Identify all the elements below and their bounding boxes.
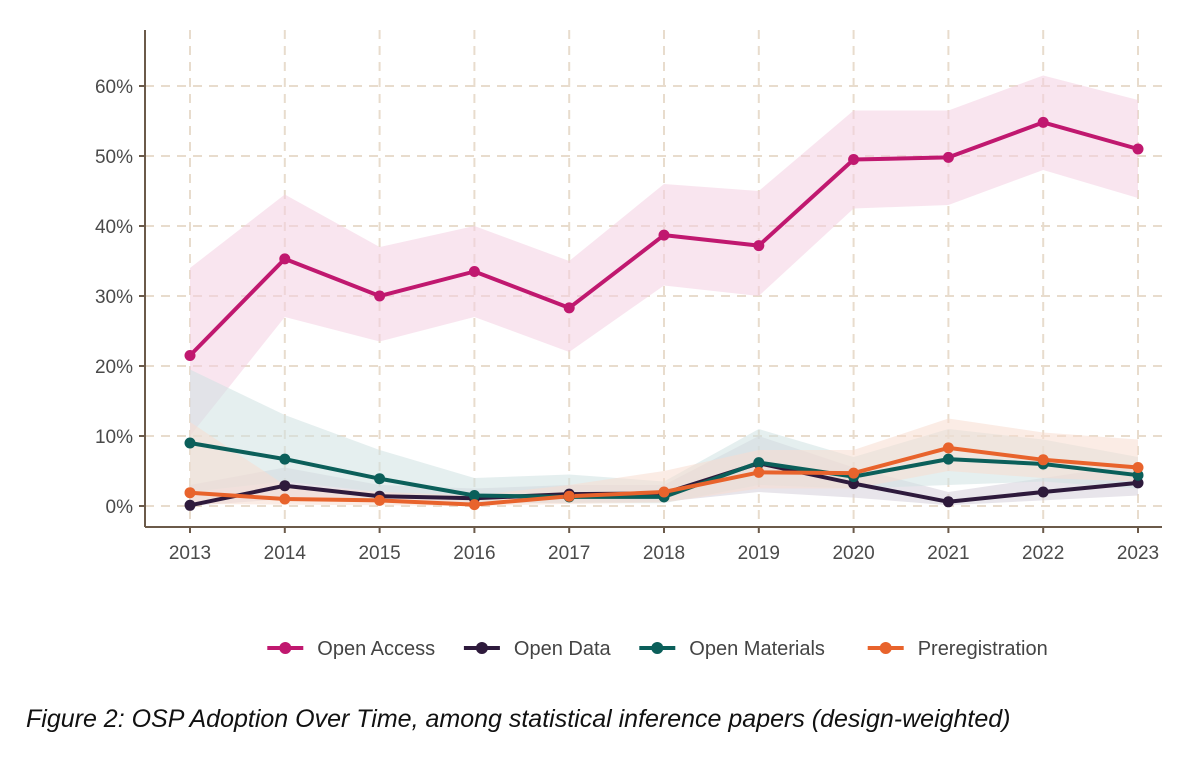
x-tick-label-2023: 2023 [1117, 543, 1159, 564]
point-open-materials-2023 [1132, 469, 1144, 481]
point-open-access-2014 [279, 253, 291, 265]
point-preregistration-2013 [184, 487, 196, 499]
point-open-access-2013 [184, 350, 196, 361]
point-preregistration-2016 [468, 499, 480, 511]
point-preregistration-2022 [1037, 454, 1049, 466]
legend-label-open-materials: Open Materials [689, 638, 825, 660]
point-open-materials-2014 [279, 453, 291, 465]
point-open-data-2023 [1132, 477, 1144, 489]
legend-label-preregistration: Preregistration [918, 638, 1048, 660]
legend-swatch-dot-preregistration [879, 642, 892, 654]
legend-swatch-dot-open-data [475, 642, 488, 654]
axes: 0% 10% 20% 30% 40% 50% 60% 2013 2014 2015 2016 2017… [95, 30, 1162, 564]
point-open-data-2014 [279, 480, 291, 492]
point-open-access-2020 [848, 154, 860, 165]
legend-item-preregistration: Preregistration [867, 638, 1048, 660]
point-open-materials-2021 [942, 453, 954, 465]
point-open-data-2022 [1037, 486, 1049, 498]
point-preregistration-2018 [658, 486, 670, 498]
legend-label-open-access: Open Access [317, 638, 435, 660]
legend-item-open-materials: Open Materials [639, 638, 825, 660]
series-points [184, 116, 1144, 511]
x-tick-label-2015: 2015 [358, 543, 400, 564]
legend-swatch-dot-open-access [279, 642, 292, 654]
x-tick-label-2020: 2020 [832, 543, 874, 564]
legend-label-open-data: Open Data [514, 638, 612, 660]
y-tick-label-10: 10% [95, 427, 133, 448]
x-tick-label-2017: 2017 [548, 543, 590, 564]
figure-caption: Figure 2: OSP Adoption Over Time, among … [26, 705, 1011, 733]
legend-item-open-data: Open Data [463, 638, 612, 660]
x-tick-label-2019: 2019 [738, 543, 780, 564]
point-open-access-2017 [563, 302, 575, 314]
point-open-access-2018 [658, 229, 670, 241]
osp-adoption-chart: 0% 10% 20% 30% 40% 50% 60% 2013 2014 2015 2016 2017… [95, 30, 1162, 660]
legend-item-open-access: Open Access [267, 638, 435, 660]
point-preregistration-2020 [848, 467, 860, 479]
y-tick-label-30: 30% [95, 287, 133, 308]
legend: Open Access Open Data Open Materials Prereg… [267, 638, 1048, 660]
point-preregistration-2021 [942, 442, 954, 454]
point-open-data-2021 [942, 496, 954, 508]
point-open-materials-2019 [753, 457, 765, 469]
x-tick-label-2021: 2021 [927, 543, 969, 564]
band-preregistration [190, 418, 1138, 506]
y-tick-label-20: 20% [95, 357, 133, 378]
x-tick-label-2018: 2018 [643, 543, 685, 564]
point-preregistration-2023 [1132, 462, 1144, 473]
point-open-materials-2013 [184, 437, 196, 449]
point-open-access-2016 [468, 266, 480, 277]
point-preregistration-2015 [374, 494, 386, 506]
point-open-access-2015 [374, 290, 386, 302]
y-tick-label-50: 50% [95, 147, 133, 168]
point-open-access-2021 [942, 151, 954, 163]
point-preregistration-2014 [279, 493, 291, 505]
point-preregistration-2017 [563, 490, 575, 502]
legend-swatch-dot-open-materials [651, 642, 664, 654]
point-open-access-2023 [1132, 143, 1144, 155]
point-open-materials-2015 [374, 473, 386, 485]
x-tick-label-2013: 2013 [169, 543, 211, 564]
y-tick-label-60: 60% [95, 77, 133, 98]
point-open-materials-2016 [468, 490, 480, 501]
y-tick-label-40: 40% [95, 217, 133, 238]
x-tick-label-2022: 2022 [1022, 543, 1064, 564]
point-open-access-2022 [1037, 116, 1049, 128]
point-open-access-2019 [753, 240, 765, 252]
point-open-data-2013 [184, 499, 196, 511]
x-tick-label-2014: 2014 [264, 543, 307, 564]
point-preregistration-2019 [753, 466, 765, 478]
x-tick-label-2016: 2016 [453, 543, 495, 564]
band-open-access [190, 75, 1138, 436]
y-tick-label-0: 0% [106, 497, 134, 518]
